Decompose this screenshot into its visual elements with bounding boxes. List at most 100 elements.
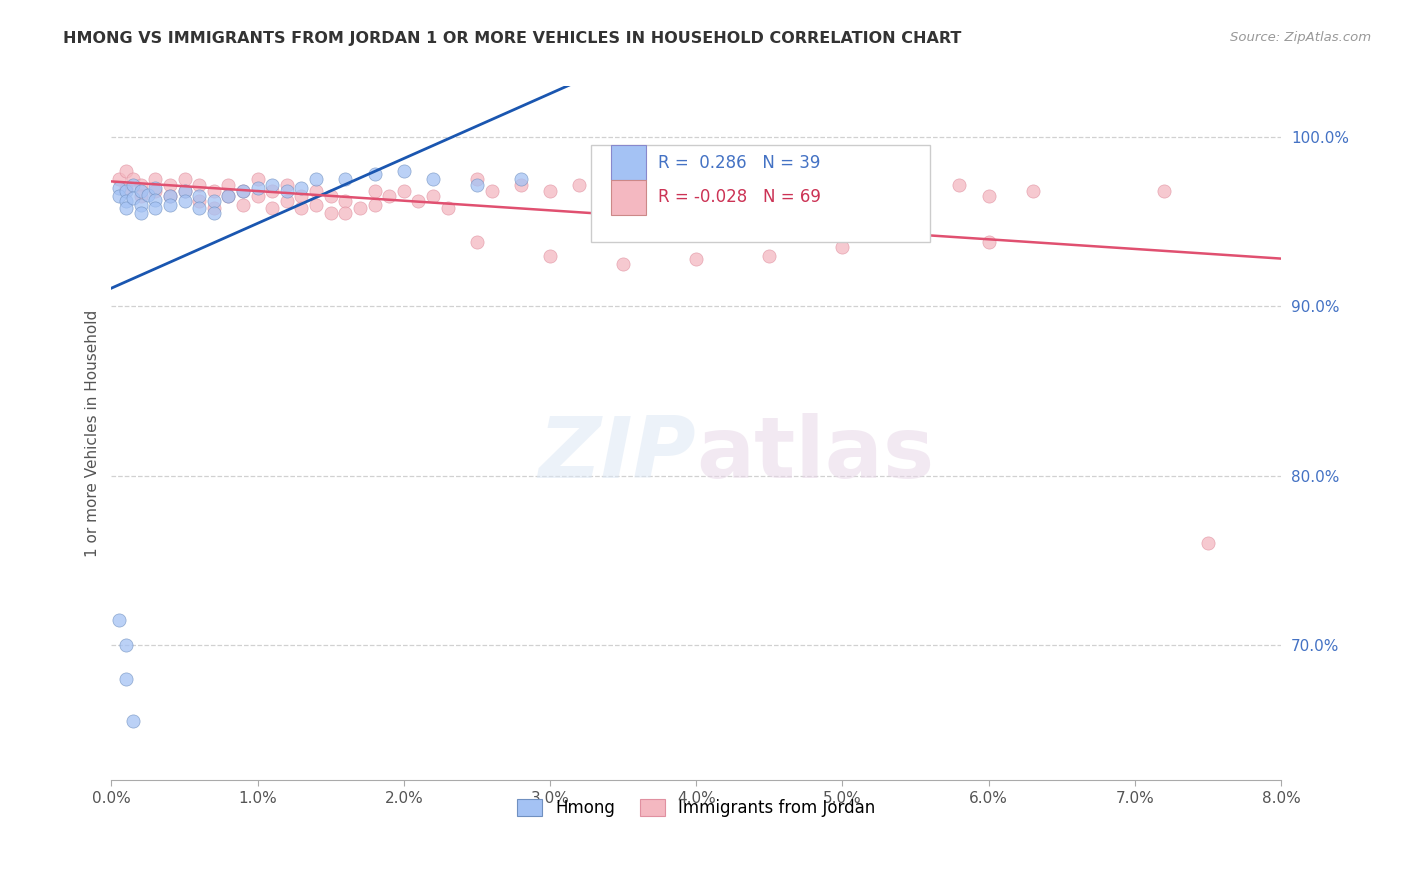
Point — [1021, 184, 1043, 198]
Point — [422, 189, 444, 203]
Point — [115, 194, 138, 209]
Point — [714, 184, 737, 198]
Point — [143, 181, 166, 195]
Point — [481, 184, 503, 198]
Point — [363, 184, 385, 198]
Point — [612, 257, 634, 271]
Point — [107, 189, 129, 203]
Point — [436, 201, 458, 215]
Point — [758, 178, 780, 192]
Point — [465, 235, 488, 249]
Point — [246, 172, 269, 186]
Point — [335, 206, 357, 220]
Point — [217, 178, 239, 192]
Point — [1197, 536, 1219, 550]
Point — [143, 184, 166, 198]
Text: R =  0.286   N = 39: R = 0.286 N = 39 — [658, 153, 820, 171]
Point — [655, 178, 678, 192]
Point — [159, 189, 181, 203]
Point — [262, 184, 284, 198]
Point — [335, 194, 357, 209]
Point — [159, 178, 181, 192]
Point — [107, 172, 129, 186]
Point — [831, 189, 853, 203]
Point — [627, 184, 650, 198]
Point — [143, 193, 166, 207]
Point — [173, 194, 195, 209]
Point — [538, 184, 561, 198]
Point — [246, 189, 269, 203]
Point — [188, 201, 211, 215]
Point — [305, 198, 328, 212]
Point — [977, 235, 1000, 249]
Point — [801, 184, 824, 198]
Point — [363, 198, 385, 212]
Point — [290, 189, 312, 203]
Point — [685, 189, 707, 203]
Point — [115, 164, 138, 178]
Point — [598, 189, 620, 203]
Point — [465, 172, 488, 186]
Point — [188, 189, 211, 203]
FancyBboxPatch shape — [591, 145, 931, 243]
Point — [392, 184, 415, 198]
Point — [129, 184, 152, 198]
Point — [422, 172, 444, 186]
Point — [143, 172, 166, 186]
Text: R = -0.028   N = 69: R = -0.028 N = 69 — [658, 188, 821, 206]
Point — [276, 194, 298, 209]
Point — [290, 181, 312, 195]
Point — [122, 178, 145, 192]
Point — [831, 240, 853, 254]
Point — [173, 184, 195, 198]
Point — [305, 184, 328, 198]
Point — [188, 194, 211, 209]
Point — [129, 189, 152, 203]
Point — [276, 184, 298, 198]
Point — [290, 201, 312, 215]
Point — [107, 613, 129, 627]
Point — [122, 714, 145, 728]
Point — [509, 178, 531, 192]
Legend: Hmong, Immigrants from Jordan: Hmong, Immigrants from Jordan — [510, 792, 883, 824]
Point — [262, 178, 284, 192]
Point — [115, 184, 138, 198]
Point — [408, 194, 430, 209]
Point — [305, 172, 328, 186]
Point — [685, 252, 707, 266]
Bar — [610, 180, 645, 215]
Point — [143, 201, 166, 215]
Point — [758, 249, 780, 263]
Point — [335, 172, 357, 186]
Text: ZIP: ZIP — [538, 413, 696, 496]
Point — [202, 194, 225, 209]
Point — [378, 189, 401, 203]
Point — [568, 178, 591, 192]
Point — [129, 198, 152, 212]
Point — [107, 181, 129, 195]
Point — [122, 191, 145, 205]
Point — [319, 206, 342, 220]
Point — [129, 178, 152, 192]
Point — [904, 184, 927, 198]
Point — [1153, 184, 1175, 198]
Point — [115, 672, 138, 686]
Point — [319, 189, 342, 203]
Point — [232, 184, 254, 198]
Point — [129, 206, 152, 220]
Point — [159, 198, 181, 212]
Point — [948, 178, 970, 192]
Bar — [610, 145, 645, 180]
Point — [217, 189, 239, 203]
Point — [262, 201, 284, 215]
Text: HMONG VS IMMIGRANTS FROM JORDAN 1 OR MORE VEHICLES IN HOUSEHOLD CORRELATION CHAR: HMONG VS IMMIGRANTS FROM JORDAN 1 OR MOR… — [63, 31, 962, 46]
Point — [173, 172, 195, 186]
Point — [392, 164, 415, 178]
Text: atlas: atlas — [696, 413, 935, 496]
Point — [246, 181, 269, 195]
Point — [173, 184, 195, 198]
Point — [217, 189, 239, 203]
Point — [509, 172, 531, 186]
Point — [115, 181, 138, 195]
Point — [538, 249, 561, 263]
